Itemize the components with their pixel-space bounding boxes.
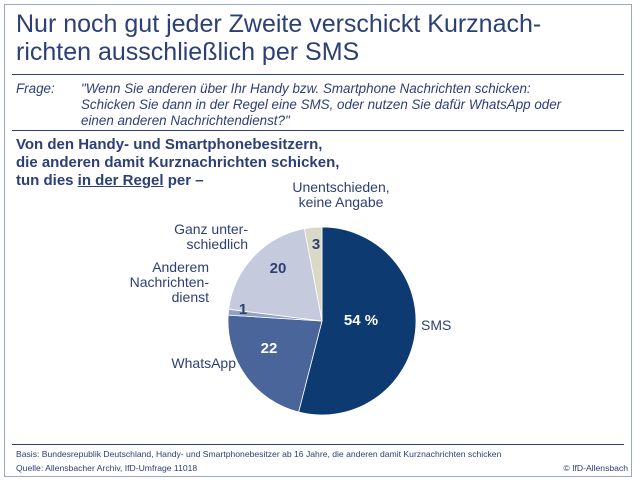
title-line-1: Nur noch gut jeder Zweite verschickt Kur… bbox=[16, 10, 542, 38]
lead-line-3-pre: tun dies bbox=[16, 172, 78, 189]
pie-slice-unentschieden bbox=[303, 226, 323, 322]
value-label-ganz-unterschiedlich: 20 bbox=[270, 260, 287, 277]
value-label-unentschieden: 3 bbox=[312, 236, 320, 253]
lead-line-3: tun dies in der Regel per – bbox=[16, 172, 436, 190]
title-line-2: richten ausschließlich per SMS bbox=[16, 38, 360, 66]
chart-title: Nur noch gut jeder Zweite verschickt Kur… bbox=[16, 10, 626, 66]
title-rule bbox=[12, 74, 624, 75]
footer-copyright: © IfD-Allensbach bbox=[563, 463, 628, 473]
question-line-1: "Wenn Sie anderen über Ihr Handy bzw. Sm… bbox=[81, 81, 531, 96]
lead-text: Von den Handy- und Smartphonebesitzern, … bbox=[16, 136, 436, 190]
value-label-anderer-dienst: 1 bbox=[239, 301, 247, 318]
lead-line-3-underlined: in der Regel bbox=[77, 172, 164, 189]
lead-line-1: Von den Handy- und Smartphonebesitzern, bbox=[16, 136, 323, 153]
value-label-sms: 54 % bbox=[344, 312, 378, 329]
slice-label-sms: SMS bbox=[421, 317, 451, 333]
slice-label-ganz-unterschiedlich: Ganz unter-schiedlich bbox=[174, 221, 248, 252]
question-label: Frage: bbox=[16, 81, 55, 96]
slice-label-unentschieden: Unentschieden, keine Angabe bbox=[292, 179, 389, 210]
pie-slice-sms bbox=[298, 226, 417, 416]
question-line-3: einen anderen Nachrichtendienst?" bbox=[81, 113, 290, 128]
question-rule bbox=[12, 130, 624, 131]
lead-line-2: die anderen damit Kurznachrichten schick… bbox=[16, 154, 340, 171]
footer-basis: Basis: Bundesrepublik Deutschland, Handy… bbox=[16, 449, 502, 459]
slice-label-whatsapp: WhatsApp bbox=[171, 355, 236, 371]
question-line-2: Schicken Sie dann in der Regel eine SMS,… bbox=[81, 97, 562, 112]
value-label-whatsapp: 22 bbox=[261, 340, 278, 357]
footer-source: Quelle: Allensbacher Archiv, IfD-Umfrage… bbox=[16, 463, 198, 473]
question-text: "Wenn Sie anderen über Ihr Handy bzw. Sm… bbox=[81, 81, 621, 129]
pie-slice-ganz-unterschiedlich bbox=[228, 228, 323, 322]
slice-label-anderer-dienst: Anderem Nachrichten-dienst bbox=[130, 259, 210, 305]
lead-line-3-post: per – bbox=[163, 172, 204, 189]
footer-rule bbox=[12, 444, 624, 445]
pie-slice-whatsapp bbox=[227, 314, 323, 413]
